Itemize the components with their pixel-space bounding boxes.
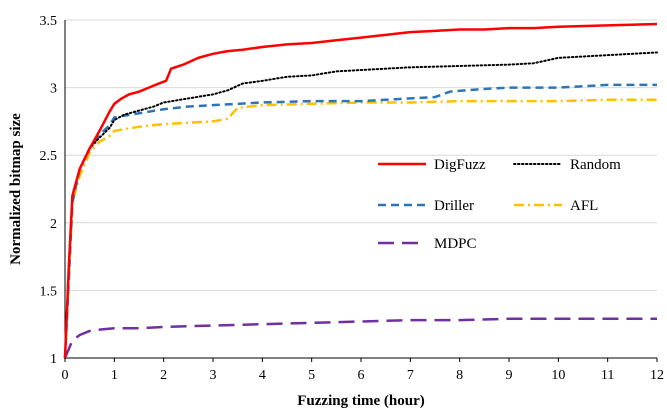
x-tick-label: 0 (62, 368, 69, 383)
x-tick-label: 1 (111, 368, 118, 383)
x-tick-label: 3 (210, 368, 217, 383)
y-tick-label: 1 (50, 352, 57, 367)
y-tick-labels: 1 1.5 2 2.5 3 3.5 (40, 14, 58, 367)
series-line-digfuzz (63, 22, 658, 359)
series-lines (63, 22, 658, 359)
x-tick-label: 7 (407, 368, 414, 383)
y-tick-label: 1.5 (40, 284, 58, 299)
x-axis-title: Fuzzing time (hour) (297, 393, 424, 409)
x-tick-label: 2 (160, 368, 167, 383)
y-tick-label: 2 (50, 217, 57, 232)
x-tick-label: 6 (358, 368, 365, 383)
series-line-afl (63, 98, 657, 359)
x-tick-label: 4 (259, 368, 266, 383)
x-tick-labels: 0 1 2 3 4 5 6 7 8 9 10 11 12 (62, 358, 664, 383)
series-line-random (64, 51, 658, 359)
legend-label-driller: Driller (434, 198, 474, 214)
y-tick-label: 3 (50, 82, 57, 97)
y-axis-title: Normalized bitmap size (8, 113, 24, 265)
legend-label-afl: AFL (570, 198, 598, 214)
legend-label-mdpc: MDPC (434, 236, 477, 252)
x-tick-label: 9 (506, 368, 513, 383)
legend: DigFuzz Random Driller AFL MDPC (378, 157, 621, 252)
x-tick-label: 11 (601, 368, 614, 383)
x-tick-label: 10 (551, 368, 565, 383)
y-tick-label: 3.5 (40, 14, 58, 29)
x-tick-label: 12 (650, 368, 664, 383)
series-line-mdpc (63, 317, 657, 359)
gridlines (65, 19, 657, 291)
y-tick-label: 2.5 (40, 149, 58, 164)
x-tick-label: 8 (456, 368, 463, 383)
legend-label-digfuzz: DigFuzz (434, 157, 486, 173)
x-tick-label: 5 (308, 368, 315, 383)
legend-label-random: Random (570, 157, 621, 173)
